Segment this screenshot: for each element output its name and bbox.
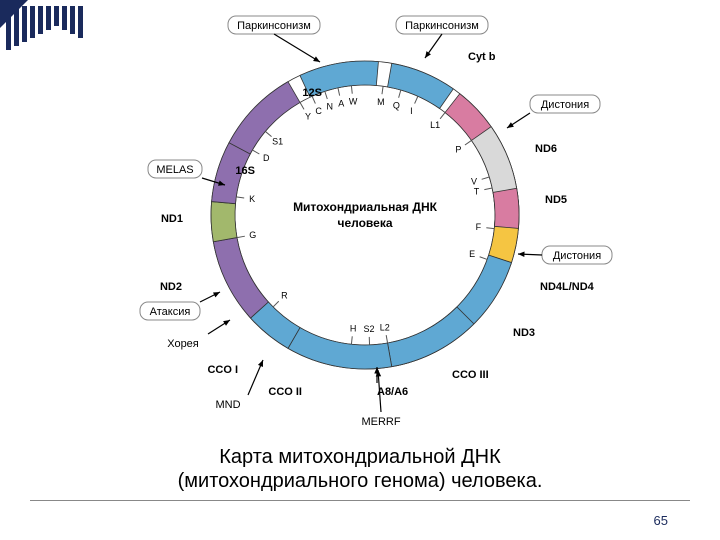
svg-text:V: V bbox=[471, 177, 477, 187]
svg-text:CCO II: CCO II bbox=[268, 386, 302, 398]
svg-text:CCO I: CCO I bbox=[207, 364, 238, 376]
svg-text:Хорея: Хорея bbox=[167, 338, 199, 350]
svg-text:Паркинсонизм: Паркинсонизм bbox=[237, 20, 311, 32]
svg-text:T: T bbox=[474, 186, 480, 196]
svg-text:ND5: ND5 bbox=[545, 194, 567, 206]
svg-text:C: C bbox=[315, 106, 322, 116]
svg-text:Митохондриальная ДНК: Митохондриальная ДНК bbox=[293, 200, 438, 214]
svg-text:S1: S1 bbox=[272, 137, 283, 147]
svg-text:ND2: ND2 bbox=[160, 281, 182, 293]
svg-text:MERRF: MERRF bbox=[361, 416, 400, 428]
svg-text:человека: человека bbox=[337, 216, 392, 230]
svg-text:K: K bbox=[249, 194, 255, 204]
svg-text:Q: Q bbox=[393, 100, 400, 110]
svg-text:R: R bbox=[281, 291, 288, 301]
svg-text:E: E bbox=[469, 249, 475, 259]
svg-text:A8/A6: A8/A6 bbox=[377, 386, 408, 398]
caption-line-1: Карта митохондриальной ДНК bbox=[0, 446, 720, 469]
svg-text:I: I bbox=[410, 106, 413, 116]
svg-text:ND3: ND3 bbox=[513, 327, 535, 339]
svg-text:F: F bbox=[476, 222, 482, 232]
svg-text:S2: S2 bbox=[363, 324, 374, 334]
svg-text:Паркинсонизм: Паркинсонизм bbox=[405, 20, 479, 32]
svg-text:A: A bbox=[338, 98, 344, 108]
svg-text:Cyt b: Cyt b bbox=[468, 51, 496, 63]
svg-text:Дистония: Дистония bbox=[541, 99, 589, 111]
svg-text:CCO III: CCO III bbox=[452, 369, 489, 381]
svg-text:L2: L2 bbox=[380, 322, 390, 332]
svg-text:Дистония: Дистония bbox=[553, 250, 601, 262]
svg-text:ND6: ND6 bbox=[535, 143, 557, 155]
svg-text:MND: MND bbox=[215, 399, 240, 411]
svg-text:W: W bbox=[349, 97, 358, 107]
svg-text:16S: 16S bbox=[235, 165, 255, 177]
caption-line-2: (митохондриального генома) человека. bbox=[0, 470, 720, 493]
svg-text:G: G bbox=[249, 230, 256, 240]
svg-text:L1: L1 bbox=[430, 120, 440, 130]
svg-text:MELAS: MELAS bbox=[156, 164, 193, 176]
svg-text:Атаксия: Атаксия bbox=[150, 306, 191, 318]
svg-text:H: H bbox=[350, 323, 357, 333]
svg-text:ND1: ND1 bbox=[161, 213, 183, 225]
page-number: 65 bbox=[654, 513, 668, 528]
svg-text:D: D bbox=[263, 153, 270, 163]
mtdna-diagram: Cyt bND6ND5ND4L/ND4ND3CCO IIIA8/A6CCO II… bbox=[0, 0, 720, 440]
svg-text:P: P bbox=[455, 145, 461, 155]
svg-text:ND4L/ND4: ND4L/ND4 bbox=[540, 281, 595, 293]
svg-text:M: M bbox=[377, 97, 385, 107]
divider bbox=[30, 500, 690, 501]
svg-text:Y: Y bbox=[305, 111, 311, 121]
svg-text:N: N bbox=[327, 102, 334, 112]
